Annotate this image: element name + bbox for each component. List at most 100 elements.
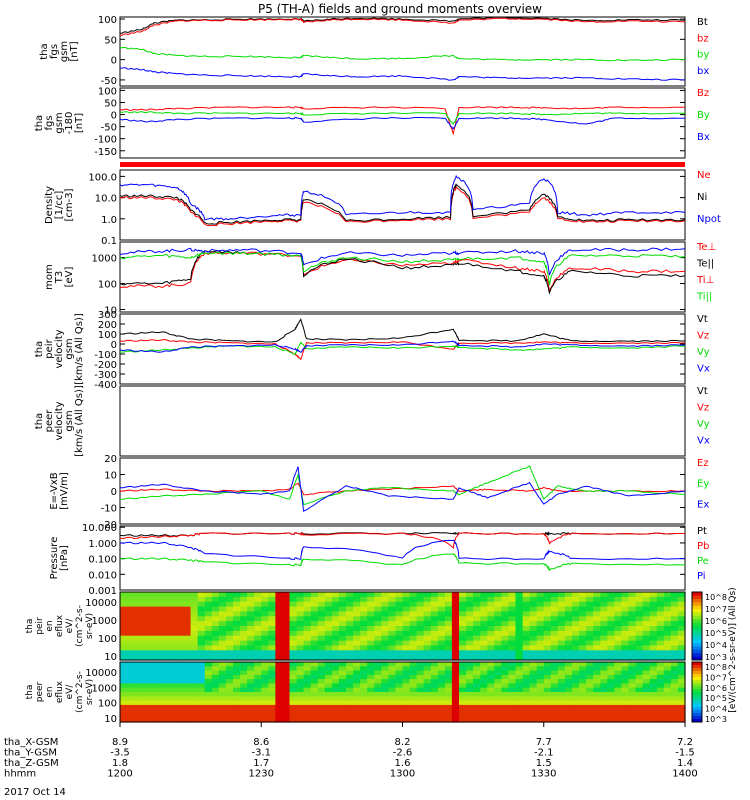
spectrogram-cell bbox=[176, 674, 185, 680]
spectrogram-cell bbox=[134, 621, 142, 627]
spectrogram-cell bbox=[162, 592, 171, 598]
spectrogram-cell bbox=[155, 679, 163, 684]
spectrogram-cell bbox=[162, 683, 171, 689]
series-line-Vx bbox=[119, 340, 686, 353]
spectrogram-cell bbox=[557, 713, 566, 719]
spectrogram-cell bbox=[670, 670, 679, 676]
spectrogram-cell bbox=[324, 640, 333, 647]
spectrogram-cell bbox=[211, 709, 220, 714]
spectrogram-cell bbox=[536, 655, 545, 661]
colorbar-cell bbox=[692, 612, 702, 617]
spectrogram-cell bbox=[572, 696, 580, 702]
spectrogram-cell bbox=[353, 616, 361, 622]
spectrogram-cell bbox=[437, 630, 446, 637]
spectrogram-cell bbox=[225, 621, 234, 627]
spectrogram-cell bbox=[120, 611, 128, 617]
y-tick-label: 10000 bbox=[85, 598, 117, 609]
spectrogram-cell bbox=[176, 679, 185, 684]
spectrogram-cell bbox=[543, 592, 552, 598]
spectrogram-cell bbox=[593, 713, 601, 719]
spectrogram-cell bbox=[247, 601, 255, 608]
spectrogram-cell bbox=[353, 666, 361, 672]
spectrogram-cell bbox=[670, 662, 679, 667]
spectrogram-cell bbox=[529, 601, 538, 608]
spectrogram-cell bbox=[148, 601, 156, 608]
spectrogram-cell bbox=[141, 704, 149, 710]
spectrogram-cell bbox=[204, 606, 213, 613]
spectrogram-cell bbox=[155, 717, 163, 723]
spectrogram-cell bbox=[642, 630, 651, 637]
spectrogram-cell bbox=[303, 700, 312, 706]
spectrogram-cell bbox=[402, 630, 411, 637]
spectrogram-cell bbox=[331, 626, 340, 632]
spectrogram-cell bbox=[211, 696, 220, 702]
spectrogram-cell bbox=[487, 655, 495, 661]
spectrogram-cell bbox=[586, 630, 594, 637]
spectrogram-cell bbox=[120, 616, 128, 622]
spectrogram-cell bbox=[494, 650, 502, 656]
spectrogram-cell bbox=[437, 655, 446, 661]
spectrogram-cell bbox=[550, 670, 559, 676]
spectrogram-cell bbox=[564, 630, 573, 637]
spectrogram-cell bbox=[247, 635, 255, 642]
spectrogram-cell bbox=[473, 696, 481, 702]
spectrogram-cell bbox=[120, 630, 128, 637]
spectrogram-cell bbox=[416, 626, 425, 632]
spectrogram-cell bbox=[543, 679, 552, 684]
spectrogram-cell bbox=[402, 662, 411, 667]
spectrogram-cell bbox=[614, 640, 623, 647]
spectrogram-cell bbox=[593, 670, 601, 676]
spectrogram-cell bbox=[522, 616, 531, 622]
spectrogram-cell bbox=[183, 683, 192, 689]
spectrogram-cell bbox=[423, 640, 432, 647]
spectrogram-cell bbox=[197, 700, 206, 706]
spectrogram-cell bbox=[430, 606, 439, 613]
spectrogram-cell bbox=[282, 596, 291, 603]
spectrogram-cell bbox=[254, 645, 262, 651]
spectrogram-cell bbox=[614, 650, 623, 656]
spectrogram-cell bbox=[430, 611, 439, 617]
spectrogram-cell bbox=[614, 683, 623, 689]
spectrogram-cell bbox=[141, 640, 149, 647]
spectrogram-cell bbox=[141, 662, 149, 667]
spectrogram-cell bbox=[564, 683, 573, 689]
spectrogram-cell bbox=[395, 596, 404, 603]
spectrogram-cell bbox=[522, 717, 531, 723]
spectrogram-cell bbox=[381, 687, 389, 693]
spectrogram-cell bbox=[204, 640, 213, 647]
spectrogram-cell bbox=[275, 630, 284, 637]
spectrogram-cell bbox=[162, 704, 171, 710]
spectrogram-cell bbox=[593, 611, 601, 617]
spectrogram-cell bbox=[176, 670, 185, 676]
spectrogram-cell bbox=[317, 679, 326, 684]
legend-Vz: Vz bbox=[697, 403, 709, 414]
colorbar-cell bbox=[692, 710, 702, 714]
spectrogram-cell bbox=[677, 611, 686, 617]
spectrogram-cell bbox=[628, 696, 637, 702]
colorbar-label: [eV/(cm^2-s-sr-eV)] (All Qs) bbox=[728, 587, 738, 712]
spectrogram-cell bbox=[218, 674, 227, 680]
spectrogram-cell bbox=[656, 700, 665, 706]
spectrogram-cell bbox=[346, 674, 354, 680]
spectrogram-cell bbox=[649, 687, 658, 693]
spectrogram-cell bbox=[508, 626, 517, 632]
spectrogram-cell bbox=[649, 592, 658, 598]
spectrogram-cell bbox=[310, 670, 319, 676]
spectrogram-cell bbox=[176, 713, 185, 719]
spectrogram-cell bbox=[148, 679, 156, 684]
spectrogram-cell bbox=[402, 717, 411, 723]
spectrogram-cell bbox=[487, 592, 495, 598]
spectrogram-cell bbox=[663, 616, 672, 622]
colorbar-cell bbox=[692, 595, 702, 600]
spectrogram-cell bbox=[621, 709, 630, 714]
spectrogram-cell bbox=[204, 713, 213, 719]
y-axis-label: [nT] bbox=[74, 113, 85, 133]
spectrogram-cell bbox=[261, 596, 269, 603]
spectrogram-cell bbox=[225, 670, 234, 676]
spectrogram-cell bbox=[628, 601, 637, 608]
spectrogram-cell bbox=[642, 601, 651, 608]
spectrogram-cell bbox=[346, 670, 354, 676]
spectrogram-cell bbox=[572, 700, 580, 706]
series-line-Ne bbox=[119, 185, 686, 227]
spectrogram-cell bbox=[600, 679, 608, 684]
